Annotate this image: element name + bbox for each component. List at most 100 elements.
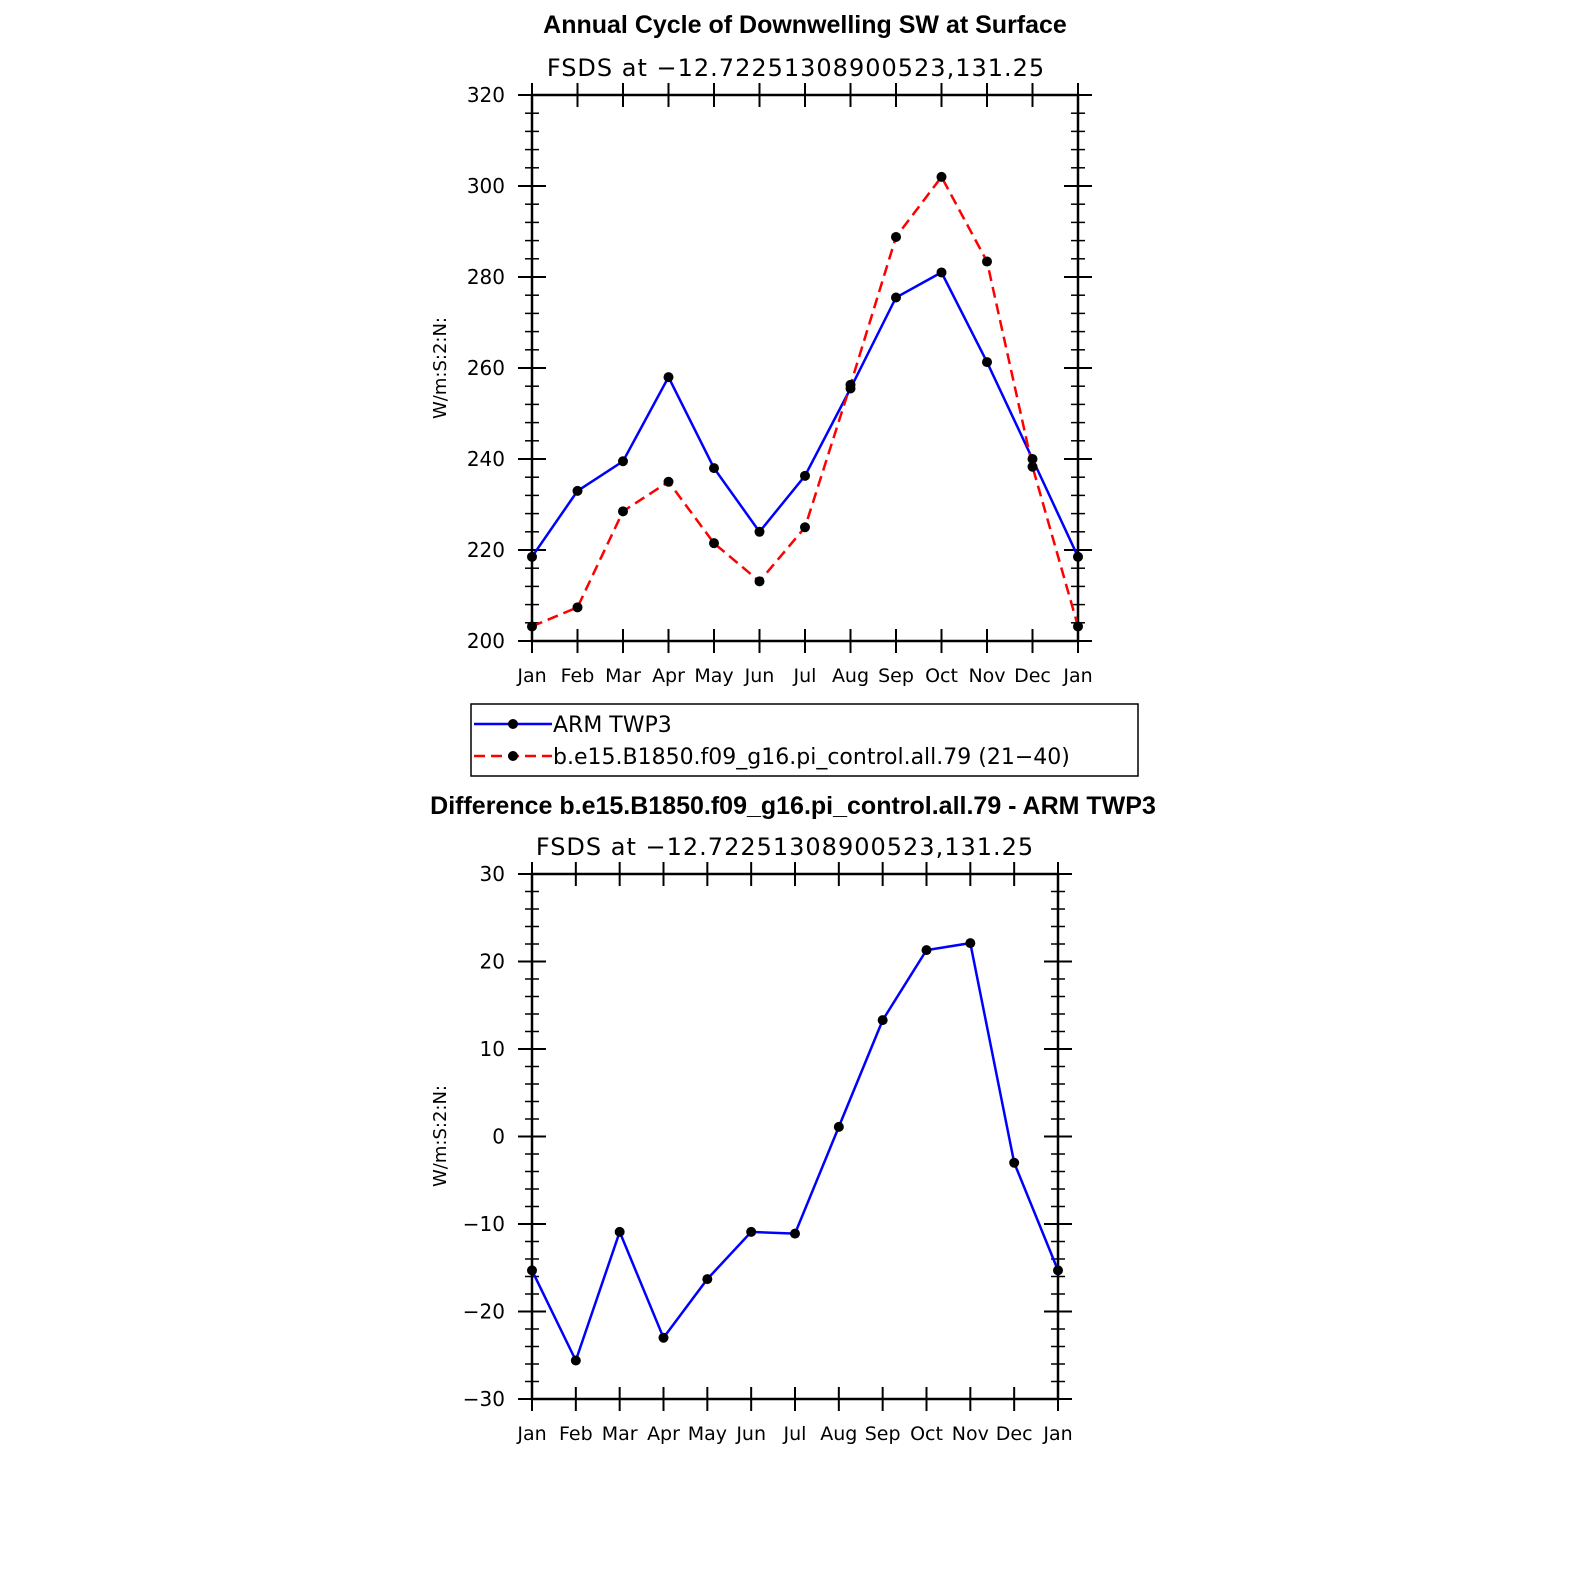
data-point <box>982 256 992 267</box>
legend-marker-model <box>508 751 518 761</box>
data-point <box>709 538 719 549</box>
legend-box <box>470 703 1139 777</box>
series-line-0 <box>530 270 1080 558</box>
x-tick-label: Sep <box>878 665 914 687</box>
y-tick-label: 260 <box>467 356 505 380</box>
x-tick-label: Apr <box>652 665 685 687</box>
y-tick-label: 10 <box>480 1037 505 1061</box>
y-tick-label: 240 <box>467 447 505 471</box>
x-tick-labels: Jan Feb Mar Apr May Jun Jul Aug Sep Oct Nov Dec Jan <box>516 1423 1072 1445</box>
annual-cycle-chart: Annual Cycle of Downwelling SW at Surfac… <box>430 11 1093 687</box>
data-point <box>527 1265 537 1276</box>
x-tick-label: Oct <box>910 1423 943 1445</box>
x-tick-label: Apr <box>647 1423 680 1445</box>
x-tick-label: Jan <box>1042 1423 1072 1445</box>
data-point <box>1073 621 1083 632</box>
x-tick-label: Aug <box>832 665 869 687</box>
chart-subtitle: FSDS at −12.72251308900523,131.25 <box>547 54 1045 82</box>
x-tick-label: May <box>688 1423 727 1445</box>
x-tick-label: Sep <box>865 1423 901 1445</box>
data-point <box>572 485 583 496</box>
y-tick-label: −20 <box>463 1300 505 1324</box>
axis-ticks <box>518 83 1092 653</box>
data-point <box>709 463 719 474</box>
series-line-0 <box>530 941 1060 1364</box>
data-point <box>936 171 947 182</box>
data-point <box>663 476 674 487</box>
y-axis-label: W/m:S:2:N: <box>430 1085 451 1187</box>
data-point <box>1027 454 1038 464</box>
data-point <box>754 526 765 537</box>
data-point <box>754 576 765 587</box>
data-point <box>965 938 976 949</box>
legend-marker-arm <box>508 719 518 729</box>
data-point <box>877 1015 888 1026</box>
data-point <box>833 1121 844 1132</box>
y-tick-label: −30 <box>463 1387 505 1411</box>
data-point <box>1009 1157 1020 1168</box>
x-tick-label: Dec <box>996 1423 1033 1445</box>
chart-subtitle: FSDS at −12.72251308900523,131.25 <box>536 833 1034 861</box>
data-point <box>982 357 992 368</box>
series-group <box>527 938 1063 1366</box>
data-point <box>891 231 901 242</box>
data-point <box>614 1226 625 1237</box>
y-tick-label: 30 <box>480 862 505 886</box>
data-point <box>702 1274 713 1285</box>
data-point <box>746 1226 757 1237</box>
series-group <box>527 171 1083 632</box>
difference-chart: Difference b.e15.B1850.f09_g16.pi_contro… <box>430 792 1156 1445</box>
y-tick-label: 0 <box>492 1125 505 1149</box>
x-tick-labels: Jan Feb Mar Apr May Jun Jul Aug Sep Oct Nov Dec Jan <box>516 665 1092 687</box>
data-point <box>1027 461 1038 472</box>
data-point <box>527 621 537 632</box>
x-tick-label: Oct <box>925 665 958 687</box>
x-tick-label: Mar <box>605 665 641 687</box>
x-tick-label: Jun <box>744 665 775 687</box>
x-tick-label: May <box>694 665 733 687</box>
data-point <box>618 456 628 467</box>
data-point <box>1073 551 1083 562</box>
data-point <box>921 945 932 956</box>
legend: ARM TWP3 b.e15.B1850.f09_g16.pi_control.… <box>470 703 1139 777</box>
data-point <box>1053 1265 1063 1276</box>
axis-ticks <box>518 862 1072 1411</box>
y-tick-label: 300 <box>467 174 505 198</box>
legend-label-arm: ARM TWP3 <box>553 713 672 738</box>
y-tick-label: 200 <box>467 629 505 653</box>
x-tick-label: Mar <box>602 1423 638 1445</box>
data-point <box>800 470 810 481</box>
data-point <box>845 379 856 390</box>
data-point <box>800 522 810 533</box>
x-tick-label: Dec <box>1014 665 1051 687</box>
plot-frame <box>530 872 1060 1401</box>
x-tick-label: Feb <box>559 1423 593 1445</box>
x-tick-label: Aug <box>820 1423 857 1445</box>
y-axis-label: W/m:S:2:N: <box>430 317 451 419</box>
chart-title: Difference b.e15.B1850.f09_g16.pi_contro… <box>430 792 1156 820</box>
legend-label-model: b.e15.B1850.f09_g16.pi_control.all.79 (2… <box>553 745 1070 770</box>
data-point <box>572 602 583 613</box>
data-point <box>658 1332 669 1343</box>
data-point <box>618 506 628 517</box>
y-tick-labels: 200 220 240 260 280 300 320 <box>467 83 505 653</box>
y-tick-labels: −30 −20 −10 0 10 20 30 <box>463 862 505 1411</box>
data-point <box>936 267 947 278</box>
data-point <box>790 1228 800 1239</box>
y-tick-label: 220 <box>467 538 505 562</box>
x-tick-label: Jul <box>783 1423 807 1445</box>
y-tick-label: 20 <box>480 950 505 974</box>
series-line-1 <box>531 174 1080 628</box>
x-tick-label: Jan <box>516 1423 546 1445</box>
x-tick-label: Nov <box>952 1423 989 1445</box>
data-point <box>527 551 537 562</box>
y-tick-label: 280 <box>467 265 505 289</box>
x-tick-label: Jan <box>1062 665 1092 687</box>
chart-title: Annual Cycle of Downwelling SW at Surfac… <box>543 11 1067 39</box>
x-tick-label: Feb <box>561 665 595 687</box>
plot-frame <box>530 93 1080 643</box>
y-tick-label: −10 <box>463 1212 505 1236</box>
data-point <box>663 372 674 383</box>
x-tick-label: Jul <box>793 665 817 687</box>
